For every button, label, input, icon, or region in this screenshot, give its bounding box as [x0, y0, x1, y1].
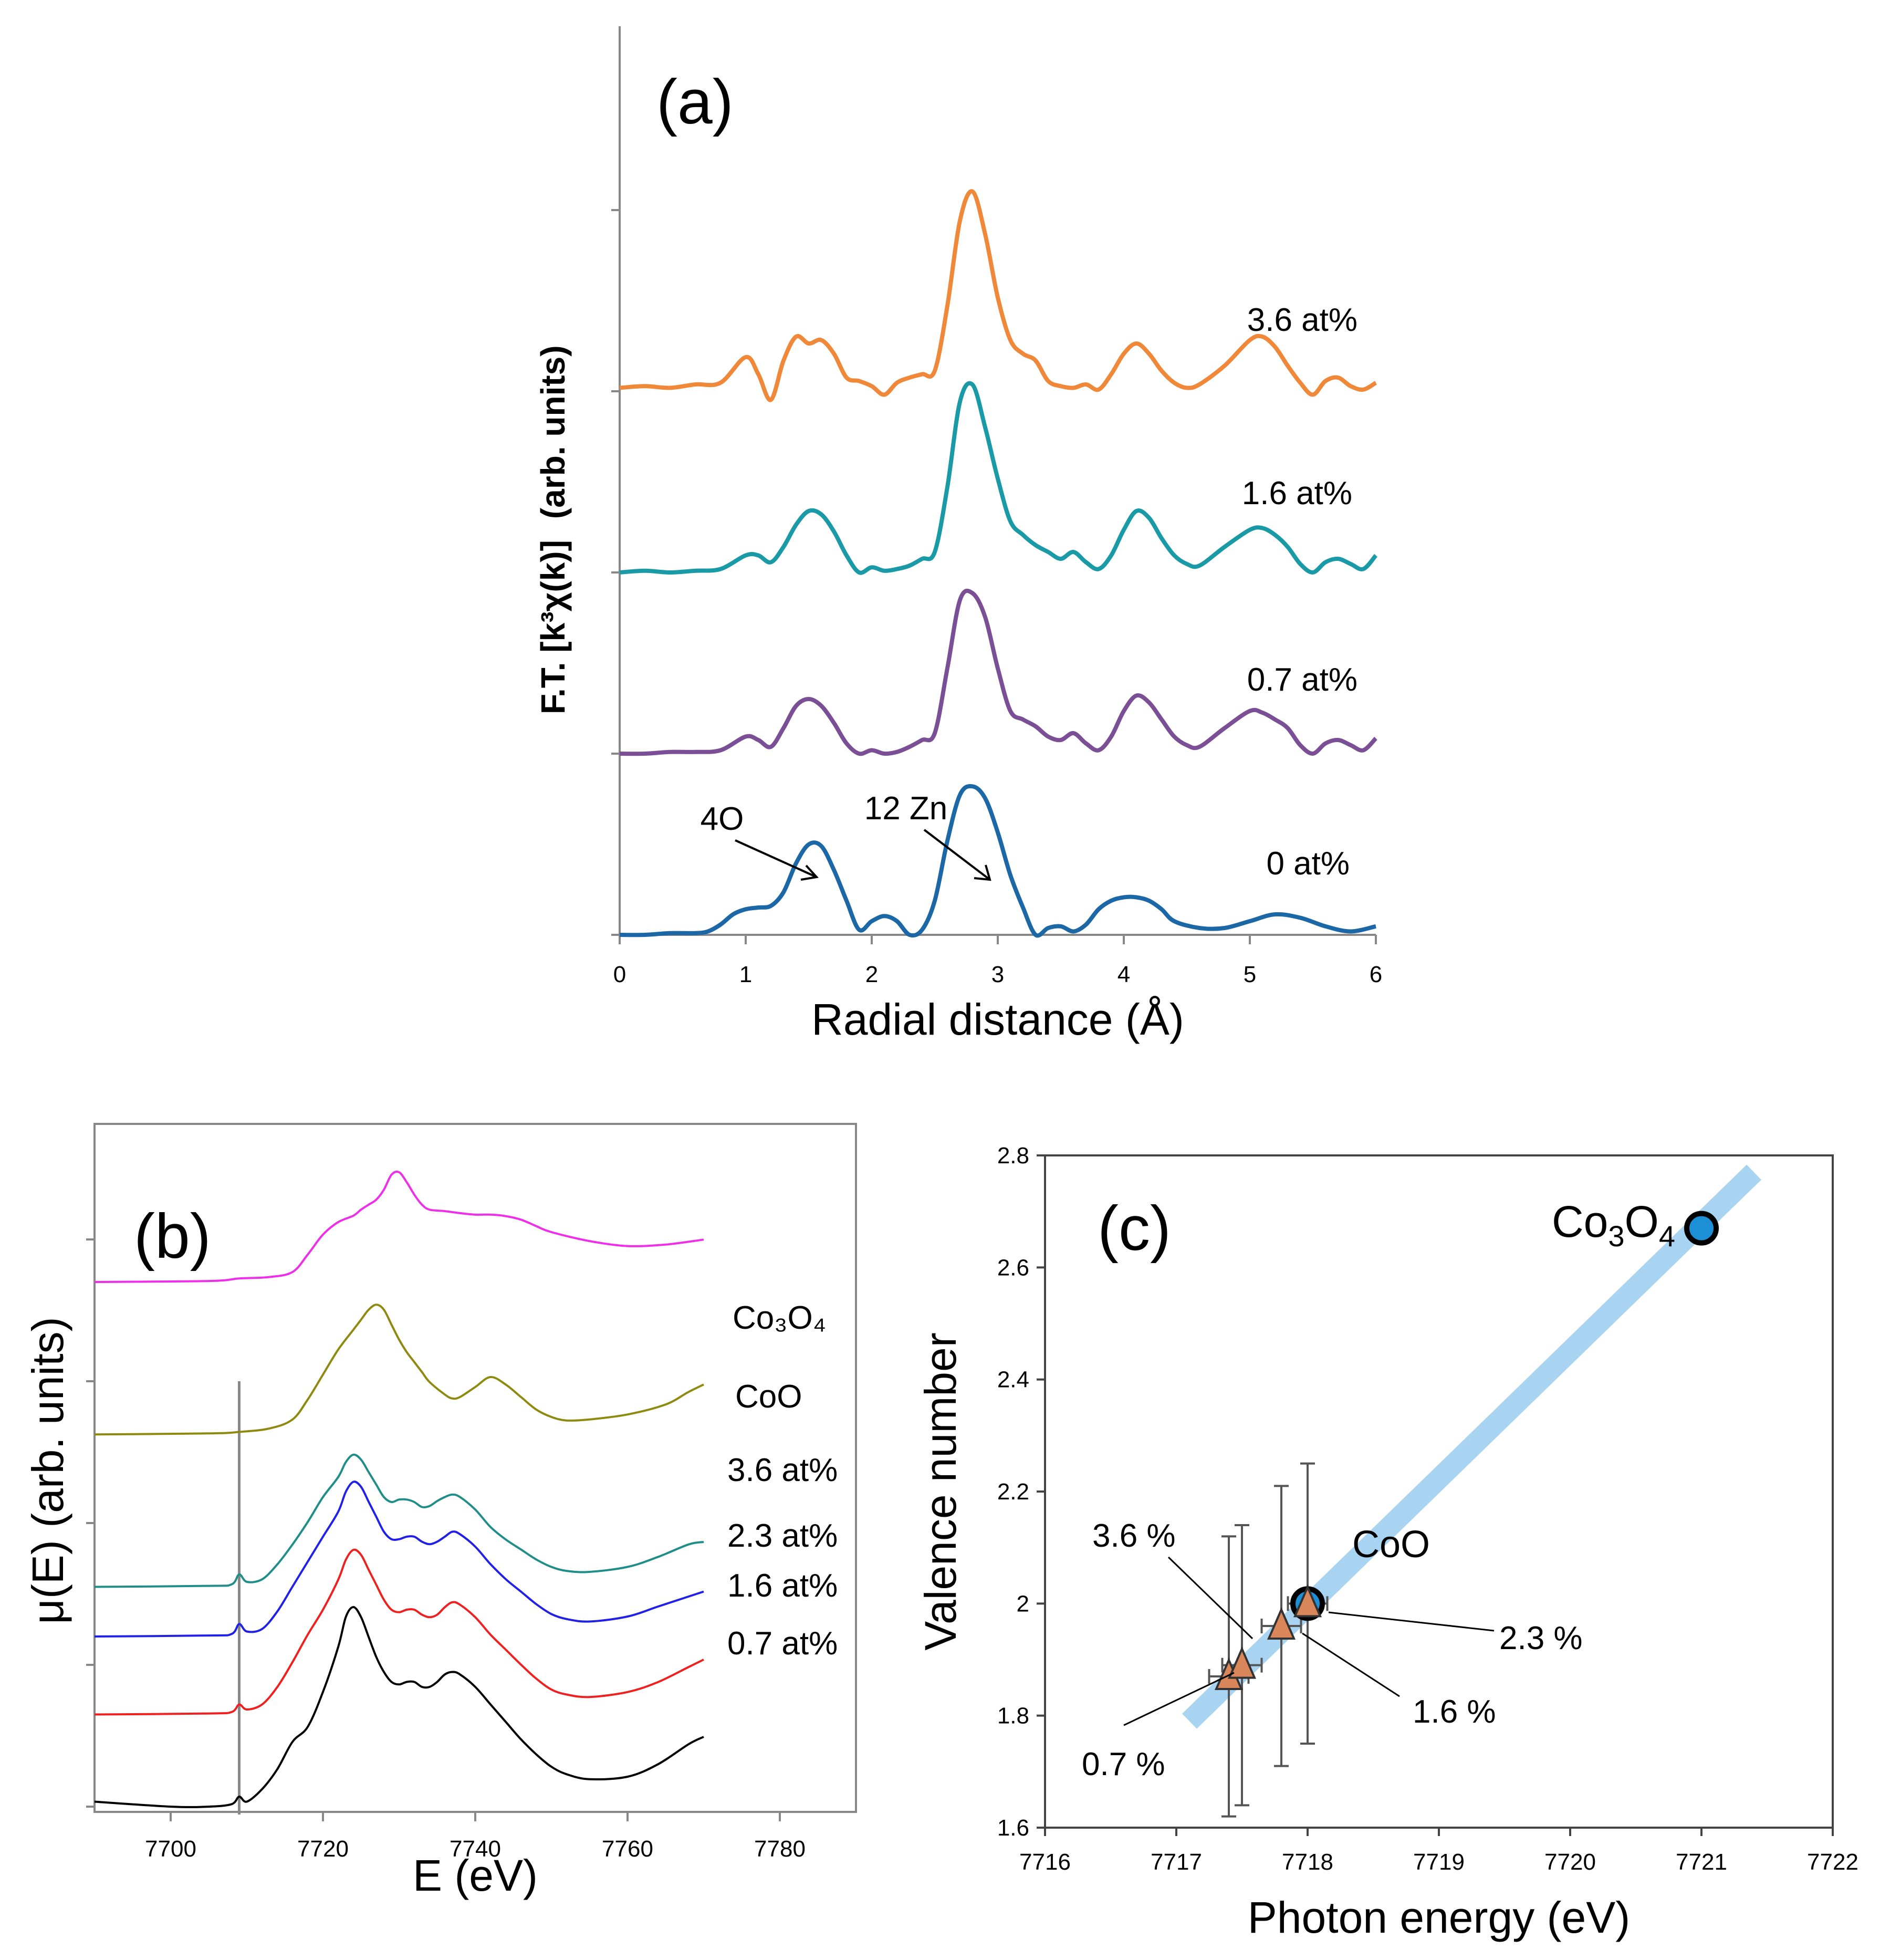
panel-c-ylabel: Valence number — [916, 1332, 965, 1650]
panel-c-xtick-label: 7718 — [1282, 1849, 1333, 1875]
series-a-0.7 — [619, 588, 1377, 756]
annotation-4o-arrowhead — [800, 864, 819, 881]
panel-b-xtick-label: 7740 — [450, 1836, 501, 1862]
panel-c-ytick-label: 1.6 — [997, 1815, 1029, 1841]
series-label-a-1.6: 1.6 at% — [1242, 475, 1352, 512]
leader-1.6 — [1302, 1632, 1400, 1697]
leader-0.7 — [1123, 1672, 1235, 1726]
panel-a-label: (a) — [656, 67, 734, 137]
panel-c-xtick-label: 7720 — [1544, 1849, 1596, 1875]
panel-b-chart: 7700 7720 7740 7760 7780 (b) E (eV) μ(E) (ar… — [23, 1123, 857, 1900]
annotation-12zn-arrowhead — [974, 864, 991, 881]
sample-label-1.6: 1.6 % — [1413, 1694, 1496, 1730]
sample-point-2.3 — [1293, 1584, 1322, 1618]
panel-a-xtick-label: 3 — [991, 962, 1004, 987]
panel-c-ytick-label: 2.8 — [997, 1143, 1029, 1169]
panel-c-xtick-label: 7716 — [1019, 1849, 1071, 1875]
panel-a-xtick-label: 5 — [1244, 962, 1256, 987]
series-label-b-co3o4: Co₃O₄ — [733, 1300, 826, 1336]
panel-c-ytick-label: 2.2 — [997, 1479, 1029, 1505]
panel-c-xtick-label: 7721 — [1676, 1849, 1727, 1875]
panel-a-ylabel-main: F.T. [k³χ(k)] — [534, 540, 572, 714]
panel-a-ylabel: F.T. [k³χ(k)] (arb. units) — [534, 345, 572, 714]
series-label-b-0.7: 0.7 at% — [727, 1625, 838, 1662]
panel-b-xtick-label: 7720 — [297, 1836, 349, 1862]
panel-c-xlabel: Photon energy (eV) — [1248, 1893, 1630, 1942]
panel-b-label: (b) — [134, 1201, 211, 1271]
panel-c-label: (c) — [1098, 1193, 1171, 1264]
leader-3.6 — [1167, 1556, 1254, 1640]
annotation-12zn-arrow — [923, 829, 991, 881]
panel-a-ylabel-unit: (arb. units) — [534, 345, 572, 519]
panel-a-xtick-label: 1 — [739, 962, 752, 987]
panel-b-ylabel: μ(E) (arb. units) — [23, 1317, 72, 1624]
panel-a-xtick-label: 0 — [613, 962, 626, 987]
panel-b-xtick-label: 7760 — [602, 1836, 653, 1862]
label-co3o4: Co3O4 — [1552, 1197, 1675, 1253]
panel-c-ytick-label: 2.4 — [997, 1367, 1029, 1393]
series-label-a-0.7: 0.7 at% — [1247, 662, 1357, 698]
series-label-b-coo: CoO — [735, 1379, 802, 1415]
reference-point-co3o4 — [1684, 1211, 1719, 1246]
annotation-12zn: 12 Zn — [864, 790, 948, 827]
series-label-b-2.3: 2.3 at% — [727, 1518, 838, 1554]
panel-c-ytick-label: 1.8 — [997, 1703, 1029, 1729]
panel-c-xtick-label: 7719 — [1413, 1849, 1465, 1875]
panel-a-xtick-label: 4 — [1117, 962, 1130, 987]
panel-b-xtick-label: 7780 — [754, 1836, 806, 1862]
series-b-Co3O4 — [94, 1170, 704, 1283]
series-b-CoO — [94, 1304, 704, 1436]
panel-c-ytick-label: 2.6 — [997, 1255, 1029, 1280]
panel-a-chart: 0 1 2 3 4 5 6 (a) Radial distance (Å) F.T. [k³… — [534, 26, 1382, 1044]
sample-label-0.7: 0.7 % — [1082, 1746, 1165, 1782]
series-label-b-1.6: 1.6 at% — [727, 1568, 838, 1604]
sample-point-1.6 — [1267, 1607, 1296, 1640]
panel-c-xtick-label: 7717 — [1151, 1849, 1202, 1875]
annotation-4o-arrow — [735, 839, 817, 878]
panel-a-xtick-label: 6 — [1370, 962, 1382, 987]
series-b-3.6at — [94, 1453, 704, 1588]
series-a-1.6 — [619, 381, 1378, 575]
series-b-1.6at — [94, 1548, 704, 1716]
series-a-0 — [619, 784, 1376, 938]
series-label-a-0: 0 at% — [1266, 846, 1350, 882]
panel-a-xlabel: Radial distance (Å) — [811, 995, 1184, 1044]
panel-a-xtick-label: 2 — [865, 962, 878, 987]
panel-c-ytick-label: 2 — [1017, 1591, 1029, 1617]
series-b-0.7at — [94, 1606, 704, 1808]
series-label-a-3.6: 3.6 at% — [1247, 302, 1357, 338]
label-coo: CoO — [1352, 1524, 1430, 1566]
sample-label-3.6: 3.6 % — [1092, 1518, 1176, 1554]
series-label-b-3.6: 3.6 at% — [727, 1452, 838, 1488]
leader-2.3 — [1328, 1611, 1495, 1632]
panel-b-xlabel: E (eV) — [413, 1851, 538, 1900]
annotation-4o: 4O — [701, 801, 744, 837]
panel-b-xtick-label: 7700 — [145, 1836, 196, 1862]
sample-label-2.3: 2.3 % — [1499, 1620, 1583, 1656]
panel-c-chart: 7716 7717 7718 7719 7720 7721 7722 1.6 1.8 2 2.2 2.… — [916, 1143, 1858, 1942]
sample-point-3.6 — [1227, 1646, 1257, 1679]
panel-c-xtick-label: 7722 — [1807, 1849, 1858, 1875]
series-a-3.6 — [619, 189, 1377, 402]
series-b-2.3at — [94, 1481, 704, 1638]
